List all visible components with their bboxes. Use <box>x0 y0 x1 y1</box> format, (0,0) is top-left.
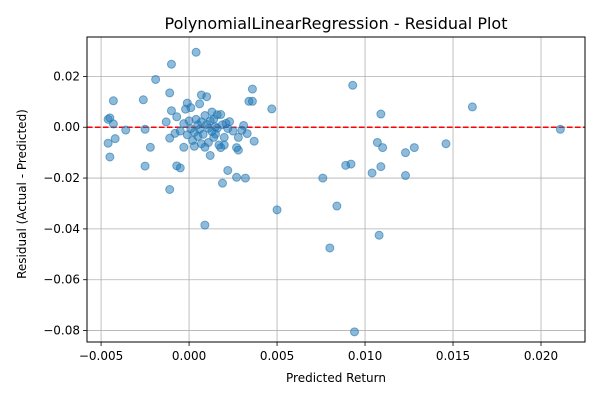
scatter-point <box>376 109 386 119</box>
scatter-point <box>401 148 411 158</box>
scatter-point <box>145 142 155 152</box>
x-tick-label: 0.005 <box>260 349 294 363</box>
plot-area-frame <box>86 36 586 343</box>
x-tick-label: 0.020 <box>524 349 558 363</box>
scatter-point <box>376 162 386 172</box>
scatter-point <box>349 327 359 337</box>
chart-title: PolynomialLinearRegression - Residual Pl… <box>165 14 508 33</box>
scatter-point <box>140 124 150 134</box>
scatter-points <box>103 47 565 337</box>
scatter-point <box>378 143 388 153</box>
scatter-point <box>191 47 201 57</box>
scatter-point <box>216 110 226 120</box>
scatter-point <box>240 173 250 183</box>
scatter-point <box>108 96 118 106</box>
scatter-point <box>165 88 175 98</box>
scatter-point <box>372 137 382 147</box>
y-tick-label: 0.00 <box>53 120 80 134</box>
x-tick-label: −0.005 <box>79 349 123 363</box>
scatter-point <box>200 111 210 121</box>
x-axis-ticks: −0.005 0.000 0.005 0.010 0.015 0.020 <box>79 342 558 363</box>
scatter-point <box>172 112 182 122</box>
scatter-point <box>348 80 358 90</box>
scatter-point <box>205 150 215 160</box>
scatter-point <box>346 159 356 169</box>
scatter-point <box>247 84 257 94</box>
scatter-point <box>441 139 451 149</box>
scatter-point <box>272 205 282 215</box>
scatter-point <box>108 119 118 129</box>
scatter-point <box>110 134 120 144</box>
y-tick-label: 0.02 <box>53 69 80 83</box>
scatter-point <box>219 140 229 150</box>
scatter-point <box>555 124 565 134</box>
x-tick-label: 0.000 <box>172 349 206 363</box>
scatter-point <box>219 132 229 142</box>
y-axis-label: Residual (Actual - Predicted) <box>15 109 29 279</box>
scatter-point <box>200 220 210 230</box>
scatter-point <box>105 152 115 162</box>
y-tick-label: −0.04 <box>43 222 80 236</box>
scatter-point <box>242 129 252 139</box>
scatter-point <box>239 120 249 130</box>
x-tick-label: 0.015 <box>436 349 470 363</box>
scatter-point <box>166 59 176 69</box>
scatter-point <box>233 132 243 142</box>
y-tick-label: −0.02 <box>43 171 80 185</box>
scatter-point <box>165 185 175 194</box>
scatter-point <box>318 173 328 183</box>
scatter-point <box>195 99 205 109</box>
scatter-point <box>374 230 384 240</box>
y-tick-label: −0.08 <box>43 324 80 338</box>
scatter-point <box>166 106 176 116</box>
scatter-point <box>325 243 335 253</box>
scatter-point <box>161 117 171 127</box>
scatter-point <box>332 201 342 211</box>
scatter-point <box>203 137 213 147</box>
scatter-point <box>103 138 113 148</box>
scatter-point <box>186 103 196 113</box>
scatter-point <box>179 142 189 152</box>
scatter-point <box>217 178 227 188</box>
scatter-point <box>140 161 150 171</box>
scatter-point <box>175 163 185 173</box>
scatter-point <box>198 129 208 139</box>
y-axis-ticks: −0.08 −0.06 −0.04 −0.02 0.00 0.02 <box>43 69 87 338</box>
scatter-point <box>401 171 411 181</box>
scatter-point <box>232 172 242 182</box>
x-axis-label: Predicted Return <box>286 371 386 385</box>
scatter-point <box>151 74 161 84</box>
scatter-point <box>247 96 257 106</box>
scatter-point <box>267 104 277 114</box>
scatter-point <box>228 126 238 136</box>
scatter-point <box>223 165 233 175</box>
scatter-point <box>175 126 185 136</box>
scatter-point <box>249 136 259 146</box>
scatter-point <box>409 143 419 153</box>
scatter-point <box>225 117 235 127</box>
y-tick-label: −0.06 <box>43 273 80 287</box>
scatter-point <box>121 125 131 135</box>
scatter-point <box>233 145 243 155</box>
scatter-point <box>367 168 377 178</box>
scatter-point <box>467 102 477 112</box>
x-tick-label: 0.010 <box>348 349 382 363</box>
scatter-point <box>138 95 148 105</box>
scatter-point <box>202 92 212 102</box>
